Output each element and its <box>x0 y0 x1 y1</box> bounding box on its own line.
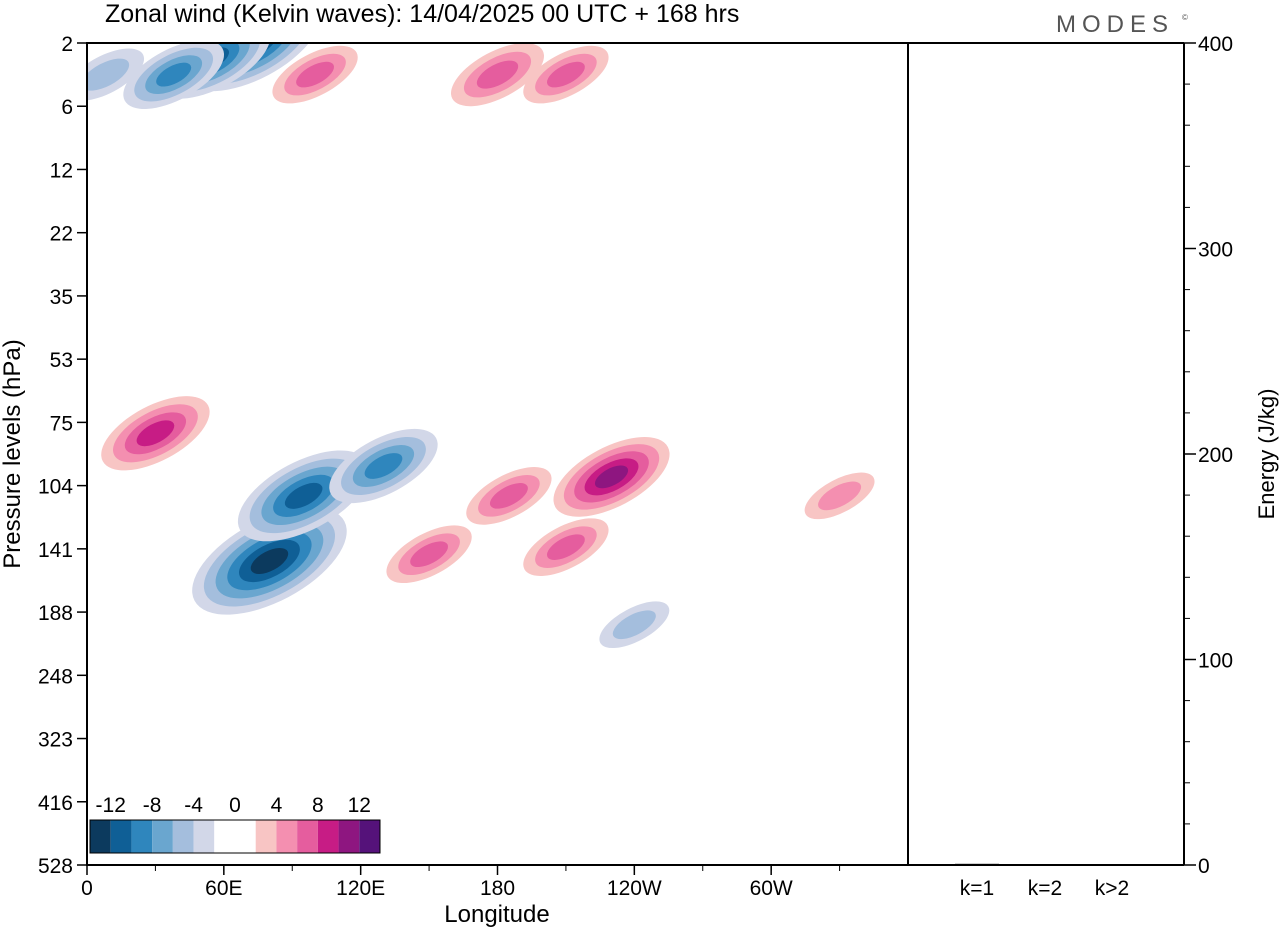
colorbar-swatch <box>297 820 318 853</box>
wind-contour-field <box>87 43 875 649</box>
y-tick-label: 141 <box>38 539 73 562</box>
energy-category-label: k=1 <box>960 877 994 900</box>
wind-contour-easterly-10 <box>364 453 403 479</box>
colorbar-tick-label: 8 <box>312 794 324 817</box>
y-tick-label: 104 <box>38 476 73 499</box>
colorbar-swatch <box>110 820 132 853</box>
energy-tick-label: 400 <box>1198 33 1233 56</box>
wind-contour-westerly-13 <box>594 465 629 489</box>
wind-contour-easterly-3 <box>87 58 130 91</box>
colorbar-frame <box>89 819 381 854</box>
colorbar-swatch <box>235 820 256 853</box>
y-tick-label: 75 <box>50 412 73 435</box>
colorbar-swatch <box>255 820 277 853</box>
colorbar-swatch <box>172 820 194 853</box>
colorbar-swatch <box>276 820 298 853</box>
y-tick-label: 12 <box>50 159 73 182</box>
colorbar-swatch <box>359 820 380 853</box>
energy-category-label: k=2 <box>1028 877 1062 900</box>
wind-contour-westerly-14 <box>546 534 585 560</box>
y-tick-label: 248 <box>38 665 73 688</box>
x-tick-label: 120W <box>607 877 662 900</box>
y-tick-label: 22 <box>50 223 73 246</box>
colorbar: -12 -8 -4 0 4 8 12 <box>88 784 384 859</box>
colorbar-tick-label: -4 <box>184 794 203 817</box>
y-tick-label: 528 <box>38 855 73 878</box>
energy-tick-label: 0 <box>1198 855 1210 878</box>
y-axis-label: Pressure levels (hPa) <box>0 339 26 568</box>
wind-contour-easterly-9 <box>284 482 323 509</box>
wind-contour-westerly-11 <box>410 541 449 568</box>
y-tick-label: 2 <box>61 33 73 56</box>
wind-contour-easterly-15 <box>612 610 656 640</box>
y-tick-label: 53 <box>50 349 73 372</box>
wind-contour-westerly-4 <box>296 61 335 88</box>
y-tick-label: 6 <box>61 96 73 119</box>
x-tick-label: 120E <box>336 877 385 900</box>
x-tick-label: 60E <box>205 877 242 900</box>
colorbar-tick-label: 0 <box>229 794 241 817</box>
energy-tick-label: 100 <box>1198 650 1233 673</box>
modes-logo-mark: © <box>1182 13 1188 22</box>
x-axis: 0 60E 120E 180 120W 60W <box>81 865 841 900</box>
wind-contour-easterly-2 <box>156 62 192 87</box>
energy-tick-label: 300 <box>1198 239 1233 262</box>
heatmap-frame <box>86 42 909 866</box>
x-tick-label: 180 <box>480 877 515 900</box>
energy-category-label: k>2 <box>1095 877 1129 900</box>
colorbar-swatch <box>131 820 153 853</box>
colorbar-tick-label: 4 <box>271 794 283 817</box>
wind-contour-westerly-7 <box>136 420 175 447</box>
chart-title: Zonal wind (Kelvin waves): 14/04/2025 00… <box>105 0 739 28</box>
y-tick-label: 188 <box>38 602 73 625</box>
colorbar-tick-label: 12 <box>348 794 371 817</box>
colorbar-tick-label: -8 <box>143 794 162 817</box>
wind-contour-westerly-12 <box>489 483 528 509</box>
x-tick-label: 0 <box>81 877 93 900</box>
y-tick-label: 35 <box>50 286 73 309</box>
wind-contour-easterly-8 <box>250 547 289 574</box>
y-tick-label: 416 <box>38 792 73 815</box>
colorbar-swatch <box>193 820 215 853</box>
energy-panel: k=1 k=2 k>2 0 100 200 300 400 <box>955 33 1233 900</box>
energy-tick-label: 200 <box>1198 444 1233 467</box>
colorbar-swatch <box>90 820 111 853</box>
colorbar-swatch <box>214 820 235 853</box>
y-axis: 2 6 12 22 35 53 75 104 141 188 248 323 416 528 <box>38 33 87 878</box>
colorbar-swatch <box>338 820 360 853</box>
wind-contour-westerly-6 <box>546 61 585 88</box>
y-tick-label: 323 <box>38 729 73 752</box>
colorbar-swatch <box>317 820 339 853</box>
colorbar-tick-label: -12 <box>96 794 126 817</box>
x-tick-label: 60W <box>750 877 793 900</box>
x-axis-label: Longitude <box>444 901 549 928</box>
energy-axis-label: Energy (J/kg) <box>1254 389 1279 520</box>
wind-contour-westerly-16 <box>818 481 862 511</box>
modes-logo: MODES <box>1056 11 1174 38</box>
wind-contour-westerly-5 <box>476 60 519 89</box>
colorbar-swatch <box>152 820 173 853</box>
